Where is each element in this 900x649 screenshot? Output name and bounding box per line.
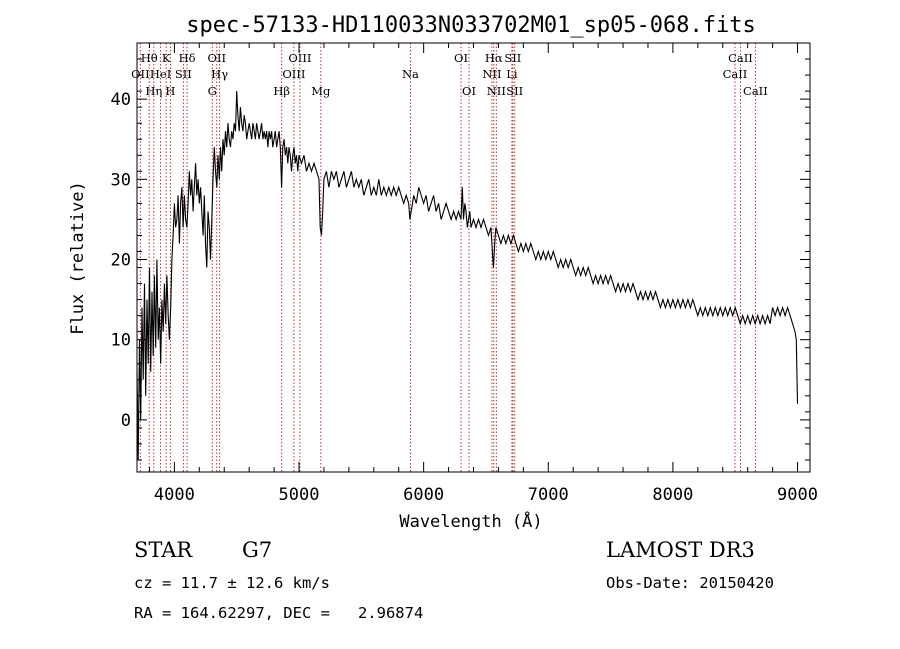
marker-label: OIII [288, 51, 311, 65]
marker-label: NII [482, 67, 501, 81]
marker-label: Hα [485, 51, 503, 65]
spectral-line-labels: HθOIIHηHeIKHSIIHδGOIIHγHβOIIIOIIIMgNaOIO… [131, 51, 768, 98]
marker-label: Hθ [141, 51, 158, 65]
marker-label: HeI [150, 67, 171, 81]
y-tick-label: 0 [121, 411, 131, 431]
marker-label: Hβ [273, 84, 290, 98]
redshift-text: cz = 11.7 ± 12.6 km/s [134, 574, 330, 592]
x-tick-label: 9000 [777, 485, 818, 505]
spectrum-line [136, 91, 799, 461]
marker-label: OII [131, 67, 150, 81]
marker-label: OI [462, 84, 476, 98]
marker-label: CaII [723, 67, 748, 81]
x-tick-label: 5000 [279, 485, 320, 505]
marker-label: G [208, 84, 217, 98]
chart-title: spec-57133-HD110033N033702M01_sp05-068.f… [186, 13, 756, 38]
y-tick-label: 30 [111, 170, 131, 190]
obs-date-text: Obs-Date: 20150420 [606, 574, 774, 592]
spectral-line-markers [139, 43, 756, 472]
marker-label: SII [175, 67, 192, 81]
marker-label: Hη [145, 84, 162, 98]
marker-label: CaII [743, 84, 768, 98]
x-axis-ticks: 4000 5000 6000 7000 8000 9000 [148, 43, 818, 505]
marker-label: CaII [728, 51, 753, 65]
marker-label: OII [208, 51, 227, 65]
marker-label: OIII [282, 67, 305, 81]
y-tick-label: 20 [111, 251, 131, 271]
y-axis-label: Flux (relative) [68, 181, 88, 335]
marker-label: Hγ [211, 67, 228, 81]
x-tick-label: 7000 [528, 485, 569, 505]
marker-label: OI [454, 51, 468, 65]
marker-label: Li [506, 67, 518, 81]
x-tick-label: 4000 [154, 485, 195, 505]
marker-label: K [162, 51, 171, 65]
survey-name: LAMOST DR3 [606, 538, 755, 562]
object-subclass: G7 [242, 538, 273, 562]
x-tick-label: 8000 [652, 485, 693, 505]
coordinates-text: RA = 164.62297, DEC = 2.96874 [134, 604, 424, 622]
marker-label: Na [402, 67, 419, 81]
x-tick-label: 6000 [403, 485, 444, 505]
marker-label: NII [487, 84, 506, 98]
y-tick-label: 40 [111, 90, 131, 110]
object-class: STAR [134, 538, 193, 562]
marker-label: SII [506, 84, 523, 98]
marker-label: H [165, 84, 175, 98]
x-axis-label: Wavelength (Å) [399, 510, 542, 532]
y-tick-label: 10 [111, 331, 131, 351]
marker-label: SII [504, 51, 521, 65]
marker-label: Hδ [179, 51, 196, 65]
marker-label: Mg [311, 84, 331, 98]
y-axis-ticks: 0 10 20 30 40 [111, 58, 810, 461]
